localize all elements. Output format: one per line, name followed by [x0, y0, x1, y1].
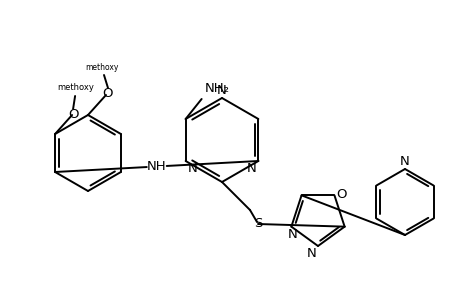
Text: N: N — [399, 155, 409, 168]
Text: O: O — [336, 188, 346, 201]
Text: methoxy: methoxy — [85, 63, 118, 72]
Text: N: N — [217, 84, 226, 97]
Text: methoxy: methoxy — [57, 83, 94, 92]
Text: S: S — [253, 218, 262, 230]
Text: NH₂: NH₂ — [204, 82, 229, 95]
Text: O: O — [67, 107, 78, 121]
Text: N: N — [187, 162, 197, 175]
Text: N: N — [287, 228, 297, 241]
Text: N: N — [246, 162, 256, 175]
Text: O: O — [102, 86, 113, 100]
Text: NH: NH — [146, 160, 166, 173]
Text: N: N — [307, 247, 316, 260]
